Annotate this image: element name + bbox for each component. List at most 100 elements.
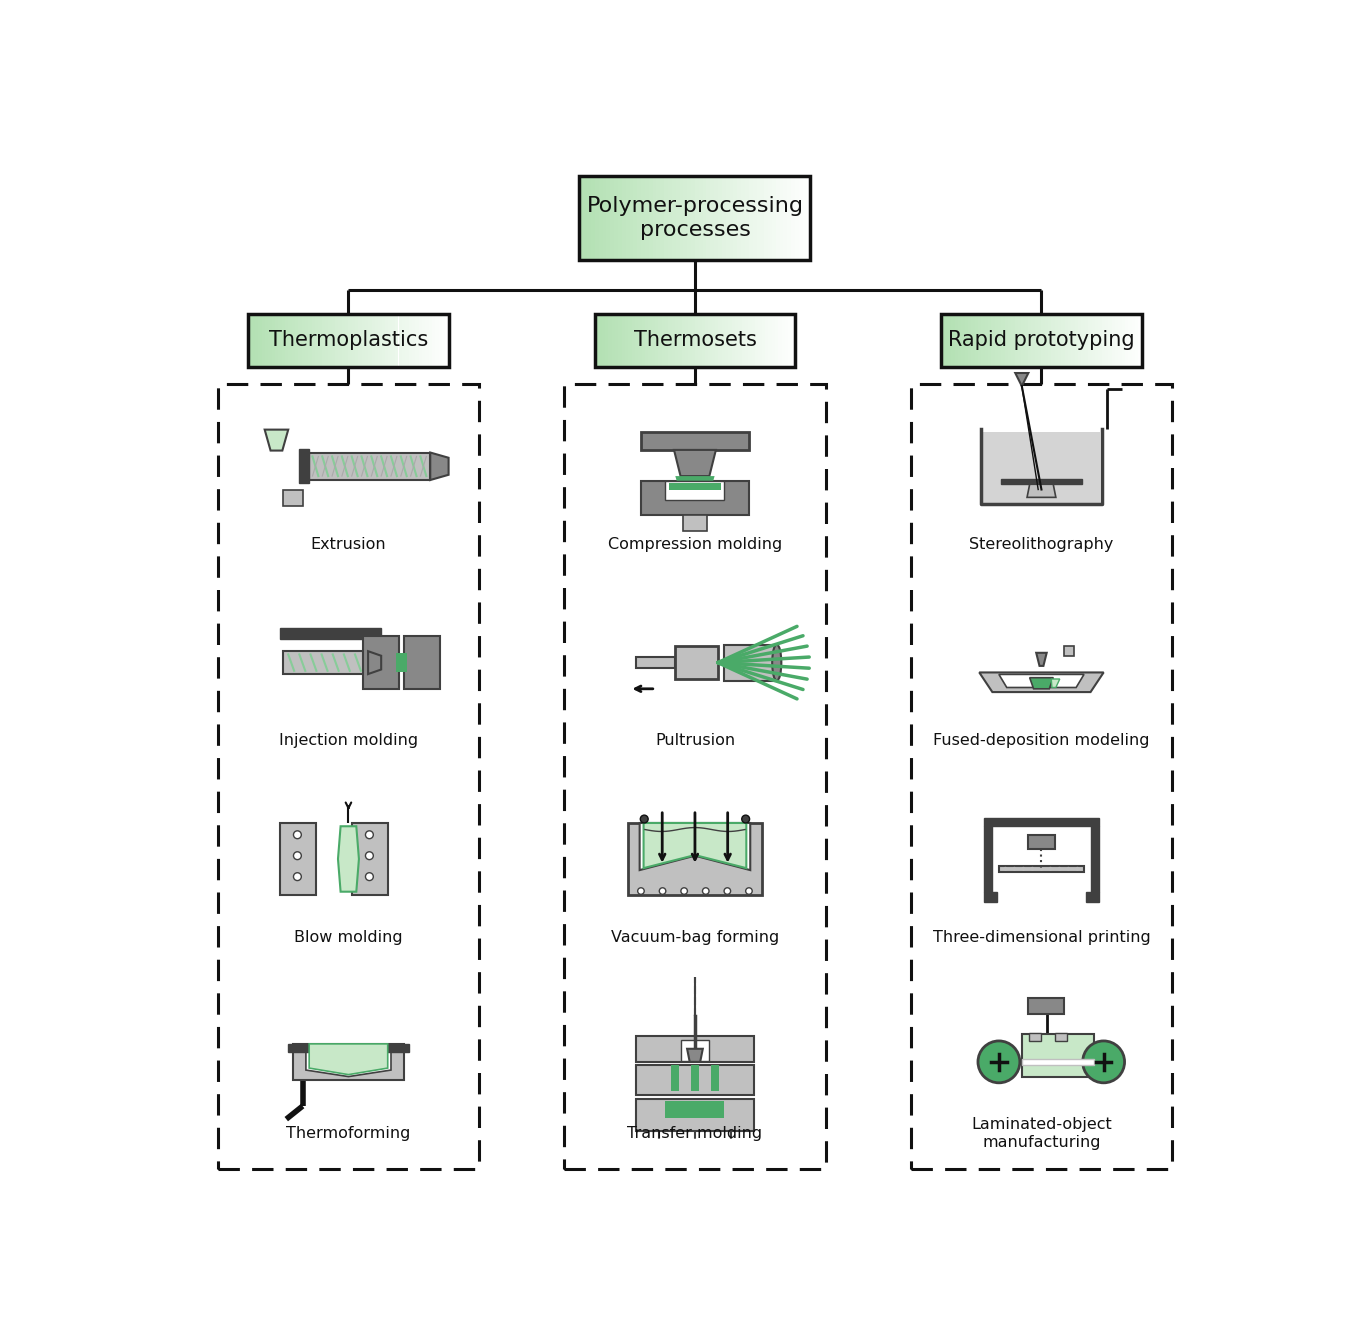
Bar (721, 314, 725, 367)
Bar (664, 314, 669, 367)
Bar (636, 1036, 754, 1061)
Bar (679, 176, 683, 260)
Bar (583, 176, 587, 260)
Bar (372, 314, 376, 367)
Bar (606, 176, 610, 260)
Bar (687, 176, 692, 260)
Text: Blow molding: Blow molding (294, 929, 403, 945)
Bar (1028, 834, 1055, 849)
Circle shape (1003, 866, 1008, 870)
Bar (625, 176, 629, 260)
Bar (1131, 314, 1135, 367)
Bar (734, 176, 738, 260)
Bar (669, 314, 671, 367)
Bar (712, 314, 715, 367)
Bar (428, 314, 431, 367)
Bar (302, 314, 305, 367)
Bar (675, 176, 679, 260)
Bar (632, 314, 635, 367)
Bar (1048, 314, 1051, 367)
Bar (1025, 314, 1028, 367)
Bar (692, 1065, 698, 1091)
Bar (287, 1044, 410, 1052)
Bar (332, 314, 335, 367)
Bar (1022, 1059, 1094, 1065)
Bar (692, 176, 694, 260)
Bar (595, 314, 795, 367)
Bar (675, 314, 678, 367)
Bar (412, 314, 415, 367)
Circle shape (978, 1041, 1020, 1083)
Bar (595, 176, 599, 260)
Bar (991, 314, 995, 367)
Bar (730, 176, 734, 260)
Bar (339, 314, 342, 367)
Circle shape (702, 888, 709, 894)
Bar (776, 176, 780, 260)
Bar (671, 176, 675, 260)
Bar (1022, 1035, 1094, 1076)
Bar (587, 176, 591, 260)
Bar (738, 176, 742, 260)
Bar (683, 515, 706, 531)
Bar (728, 314, 732, 367)
Bar (725, 314, 728, 367)
Bar (629, 176, 633, 260)
Bar (637, 176, 641, 260)
Bar (309, 453, 430, 481)
Bar (351, 314, 355, 367)
Bar (1028, 999, 1064, 1015)
Bar (621, 314, 625, 367)
Bar (781, 314, 785, 367)
Bar (296, 314, 298, 367)
Bar (995, 314, 998, 367)
Bar (765, 176, 767, 260)
Circle shape (640, 816, 648, 822)
Circle shape (1031, 866, 1035, 870)
Text: Rapid prototyping: Rapid prototyping (948, 330, 1135, 350)
Bar (1028, 314, 1032, 367)
Text: Laminated-object
manufacturing: Laminated-object manufacturing (971, 1117, 1112, 1149)
Bar (755, 314, 758, 367)
Bar (363, 637, 399, 689)
Bar (1135, 314, 1138, 367)
Bar (749, 176, 753, 260)
Bar (1002, 314, 1005, 367)
Bar (803, 176, 807, 260)
Circle shape (366, 830, 373, 838)
Bar (1105, 314, 1108, 367)
Bar (666, 481, 724, 501)
Bar (395, 314, 399, 367)
Polygon shape (1064, 646, 1074, 655)
Bar (941, 314, 945, 367)
Bar (1029, 1033, 1041, 1041)
Polygon shape (1026, 485, 1056, 498)
Bar (952, 314, 955, 367)
Bar (698, 176, 702, 260)
Bar (279, 822, 316, 894)
Bar (715, 314, 719, 367)
Bar (442, 314, 445, 367)
Circle shape (366, 852, 373, 860)
Bar (1018, 314, 1021, 367)
Bar (772, 176, 776, 260)
Bar (715, 176, 719, 260)
Bar (612, 314, 614, 367)
Bar (660, 176, 664, 260)
Bar (609, 314, 612, 367)
Circle shape (724, 888, 731, 894)
Bar (328, 314, 332, 367)
Bar (358, 314, 362, 367)
Bar (1092, 314, 1094, 367)
Bar (404, 637, 441, 689)
Polygon shape (1029, 678, 1054, 689)
Bar (983, 431, 1101, 503)
Bar (401, 314, 405, 367)
Circle shape (681, 888, 687, 894)
Bar (656, 176, 660, 260)
Bar (1075, 314, 1078, 367)
Bar (1012, 314, 1014, 367)
Bar (636, 1099, 754, 1131)
Text: Injection molding: Injection molding (279, 733, 418, 749)
Bar (1039, 314, 1041, 367)
